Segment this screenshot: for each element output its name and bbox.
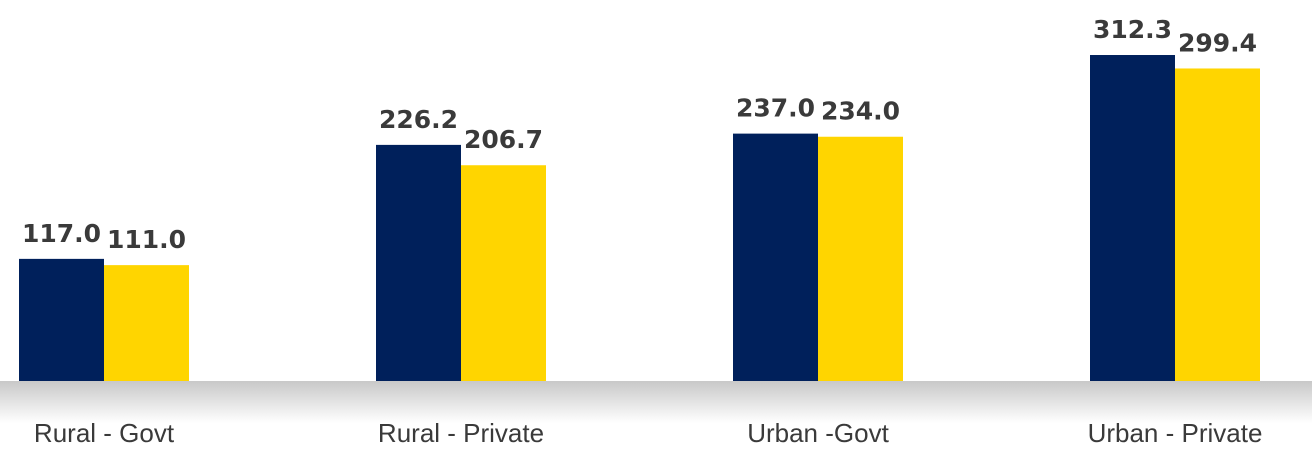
bar bbox=[19, 258, 104, 381]
axis-band bbox=[0, 381, 1312, 423]
category-label: Rural - Private bbox=[378, 418, 544, 448]
value-label: 206.7 bbox=[464, 125, 543, 154]
bar bbox=[104, 265, 189, 381]
bar bbox=[461, 165, 546, 381]
bar bbox=[1090, 55, 1175, 382]
category-label: Rural - Govt bbox=[34, 418, 175, 448]
value-label: 237.0 bbox=[736, 94, 815, 123]
value-label: 111.0 bbox=[107, 225, 186, 254]
bar bbox=[733, 133, 818, 381]
bar bbox=[1175, 68, 1260, 381]
category-label: Urban - Private bbox=[1088, 418, 1263, 448]
value-label: 312.3 bbox=[1093, 15, 1172, 44]
value-label: 117.0 bbox=[22, 219, 101, 248]
bar bbox=[818, 136, 903, 381]
category-label: Urban -Govt bbox=[747, 418, 889, 448]
value-label: 234.0 bbox=[821, 97, 900, 126]
value-label: 299.4 bbox=[1178, 28, 1257, 57]
bar bbox=[376, 144, 461, 381]
value-label: 226.2 bbox=[379, 105, 458, 134]
